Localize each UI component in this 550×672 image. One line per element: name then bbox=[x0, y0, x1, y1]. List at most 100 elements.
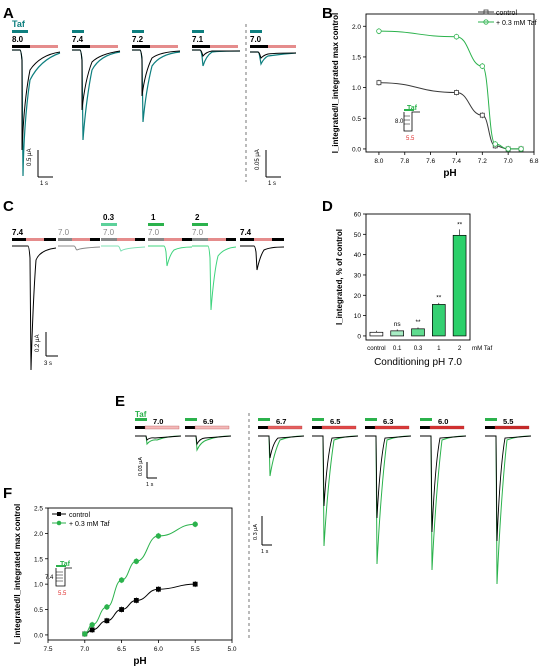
data-point bbox=[192, 521, 198, 527]
trace-control bbox=[420, 435, 467, 533]
scale-y-label: 0.03 μA bbox=[138, 457, 144, 476]
taf-conc-label: 2 bbox=[195, 213, 200, 222]
ph-bar bbox=[429, 425, 465, 430]
plot-frame bbox=[365, 213, 471, 341]
legend-taf: + 0.3 mM Taf bbox=[496, 20, 537, 27]
x-tick-label: 0.1 bbox=[393, 345, 402, 352]
taf-bar bbox=[312, 418, 324, 421]
cond-label: 7.4 bbox=[12, 228, 24, 237]
data-point bbox=[479, 112, 485, 118]
significance-label: ** bbox=[436, 294, 442, 301]
trace-taf bbox=[135, 435, 182, 446]
trace-control bbox=[312, 435, 359, 507]
bar bbox=[390, 330, 404, 337]
cond-label: 7.0 bbox=[148, 228, 160, 237]
y-tick-label: 0.0 bbox=[34, 632, 43, 639]
ph-label: 7.4 bbox=[72, 35, 84, 44]
y-axis-label: I_integrated/I_integrated max control bbox=[13, 504, 22, 644]
panel-c-scalebar: 0.2 μA 3 s bbox=[35, 332, 58, 367]
ph-label: 6.5 bbox=[330, 417, 340, 426]
y-tick-label: 0.0 bbox=[352, 146, 361, 153]
data-point bbox=[133, 558, 140, 565]
significance-label: ns bbox=[394, 321, 402, 328]
y-tick-label: 50 bbox=[354, 232, 362, 239]
trace-control bbox=[258, 435, 305, 459]
chart-f: 7.5 7.0 6.5 6.0 5.5 5.0 0.0 0.5 1.0 1.5 2.0 2.5 pH I_… bbox=[13, 504, 237, 667]
data-point bbox=[192, 581, 198, 587]
legend-control: control bbox=[496, 10, 517, 17]
data-point bbox=[104, 604, 110, 610]
y-tick-label: 60 bbox=[354, 212, 362, 219]
bar bbox=[369, 331, 384, 337]
panel-d-letter: D bbox=[322, 198, 333, 215]
bar bbox=[452, 234, 467, 337]
plot-frame bbox=[47, 507, 233, 641]
y-tick-label: 2.5 bbox=[34, 506, 43, 513]
ph-bar bbox=[194, 425, 230, 430]
taf-bar bbox=[420, 418, 432, 421]
x-tick-label: 7.0 bbox=[504, 158, 513, 165]
bar bbox=[432, 304, 446, 337]
panel-c: C 7.4 7.0 0.3 7.0 1 7.0 bbox=[3, 198, 285, 371]
y-tick-label: 1.5 bbox=[352, 54, 361, 61]
panel-c-trace-3: 0.3 7.0 bbox=[101, 213, 146, 252]
trace-control bbox=[135, 435, 182, 441]
y-tick-label: 30 bbox=[354, 272, 362, 279]
data-point bbox=[82, 631, 88, 637]
significance-label: ** bbox=[415, 319, 421, 326]
panel-a-scalebar-1: 0.5 μA 1 s bbox=[27, 149, 53, 187]
data-point bbox=[89, 627, 95, 633]
data-point bbox=[454, 90, 459, 95]
panel-e-scalebar-1: 0.03 μA 1 s bbox=[138, 457, 157, 488]
y-tick-label: 10 bbox=[354, 313, 362, 320]
plot-frame bbox=[365, 13, 535, 153]
bar bbox=[411, 328, 425, 337]
y-axis-label: I_integrated, % of control bbox=[335, 229, 344, 325]
y-tick-label: 40 bbox=[354, 252, 362, 259]
panel-e-letter: E bbox=[115, 393, 125, 410]
taf-bar bbox=[185, 418, 197, 421]
ph-label: 6.9 bbox=[203, 417, 213, 426]
panel-e: E Taf 7.0 6.9 6.7 6.5 6.3 6.0 5.5 0.03 μA 1 s … bbox=[115, 393, 532, 640]
scale-x-label: 1 s bbox=[40, 181, 48, 187]
x-tick-label: 6.0 bbox=[154, 646, 163, 653]
x-tick-label: 6.5 bbox=[117, 646, 126, 653]
panel-a-trace-1: 8.0 bbox=[12, 30, 61, 177]
scale-x-label: 1 s bbox=[146, 482, 154, 488]
y-tick-label: 0.5 bbox=[34, 607, 43, 614]
x-tick-label: 1 bbox=[437, 345, 441, 352]
panel-d: D 0 10 20 30 40 50 60 control 0.1 ns 0.3 ** 1 ** 2 ** mM… bbox=[322, 198, 492, 368]
x-tick-label: 0.3 bbox=[414, 345, 423, 352]
x-tick-label: 7.4 bbox=[452, 158, 461, 165]
chart-d: 0 10 20 30 40 50 60 control 0.1 ns 0.3 ** 1 ** 2 ** mM T… bbox=[335, 212, 492, 369]
panel-e-scalebar-2: 0.3 μA 1 s bbox=[253, 516, 272, 555]
ph-label: 6.3 bbox=[383, 417, 393, 426]
inset-taf: Taf bbox=[407, 105, 418, 112]
ph-label: 7.1 bbox=[192, 35, 204, 44]
x-tick-label: 2 bbox=[458, 345, 462, 352]
scale-y-label: 0.05 μA bbox=[255, 149, 261, 170]
panel-f-inset: Taf 7.4 5.5 bbox=[45, 561, 72, 597]
data-point bbox=[505, 146, 511, 152]
taf-conc-label: 1 bbox=[151, 213, 156, 222]
cond-label: 7.0 bbox=[58, 228, 70, 237]
cond-bar bbox=[185, 426, 195, 429]
cond-bar bbox=[258, 426, 268, 429]
data-point bbox=[118, 577, 125, 583]
taf-bar bbox=[485, 418, 497, 421]
panel-b-inset: Taf 8.0 5.5 bbox=[395, 105, 420, 142]
y-tick-label: 1.0 bbox=[34, 582, 43, 589]
taf-conc-label: 0.3 bbox=[103, 213, 115, 222]
panel-f-letter: F bbox=[3, 485, 12, 502]
panel-c-trace-2: 7.0 bbox=[58, 228, 101, 251]
panel-a-trace-5: 7.0 bbox=[250, 30, 297, 66]
series-fit-0 bbox=[378, 82, 522, 150]
cond-bar bbox=[312, 426, 322, 429]
panel-c-letter: C bbox=[3, 198, 14, 215]
cond-bar bbox=[135, 426, 145, 429]
trace-taf bbox=[258, 435, 305, 477]
ph-label: 6.7 bbox=[276, 417, 286, 426]
series-fit-1 bbox=[84, 523, 196, 635]
panel-c-trace-4: 1 7.0 bbox=[148, 213, 193, 267]
